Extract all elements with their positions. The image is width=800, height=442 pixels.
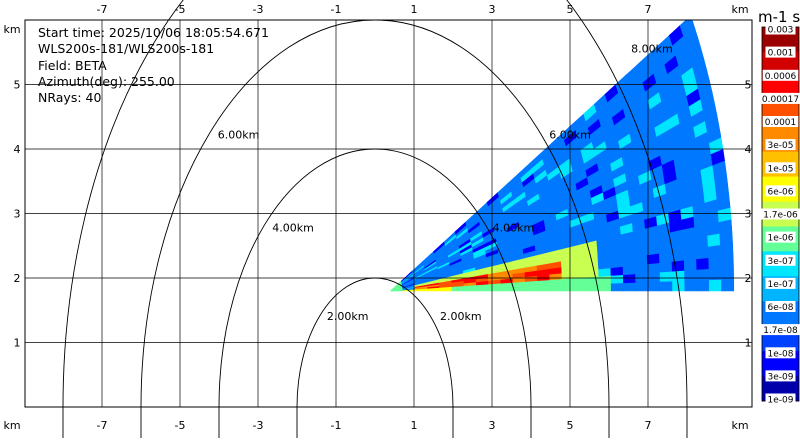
x-tick-label-top: 1 — [411, 3, 418, 16]
colorbar-tick-label: 3e-05 — [768, 141, 794, 151]
colorbar-tick-label: 1.7e-08 — [763, 326, 798, 336]
colorbar-tick-label: 0.001 — [768, 49, 794, 59]
range-ring-label: 2.00km — [327, 310, 369, 323]
x-tick-label-bottom: 7 — [645, 419, 652, 432]
colorbar-tick-label: 1e-08 — [768, 349, 794, 359]
colorbar-tick-label: 0.003 — [768, 26, 794, 36]
x-tick-label-bottom: -3 — [253, 419, 264, 432]
colorbar-tick-label: 1.7e-06 — [763, 211, 798, 221]
colorbar-tick-label: 1e-09 — [768, 396, 794, 406]
azimuth-text: Azimuth(deg): 255.00 — [38, 74, 269, 90]
range-ring-label: 6.00km — [218, 129, 260, 142]
axis-unit-label: km — [3, 419, 20, 432]
colorbar-tick-label: 6e-08 — [768, 303, 794, 313]
range-ring-label: 2.00km — [440, 310, 482, 323]
axis-unit-label: km — [731, 419, 748, 432]
x-tick-label-top: -3 — [253, 3, 264, 16]
y-tick-label-left: 4 — [14, 143, 21, 156]
x-tick-label-top: -1 — [331, 3, 342, 16]
nrays-text: NRays: 40 — [38, 90, 269, 106]
y-tick-label-right: 5 — [745, 79, 752, 92]
range-ring-label: 4.00km — [493, 222, 535, 235]
x-tick-label-top: 3 — [489, 3, 496, 16]
range-ring-label: 6.00km — [549, 129, 591, 142]
colorbar-tick-label: 1e-05 — [768, 164, 794, 174]
instrument-text: WLS200s-181/WLS200s-181 — [38, 41, 269, 57]
x-tick-label-top: -7 — [97, 3, 108, 16]
colorbar-tick-label: 3e-09 — [768, 372, 794, 382]
y-tick-label-right: 2 — [745, 272, 752, 285]
start-time-text: Start time: 2025/10/06 18:05:54.671 — [38, 25, 269, 41]
range-ring-label: 8.00km — [631, 42, 673, 55]
scan-info-panel: Start time: 2025/10/06 18:05:54.671 WLS2… — [38, 25, 269, 106]
y-tick-label-left: 3 — [14, 208, 21, 221]
x-tick-label-bottom: -7 — [97, 419, 108, 432]
x-tick-label-bottom: -1 — [331, 419, 342, 432]
x-tick-label-bottom: 5 — [567, 419, 574, 432]
y-tick-label-right: 4 — [745, 143, 752, 156]
x-tick-label-bottom: -5 — [175, 419, 186, 432]
axis-unit-label: km — [731, 3, 748, 16]
x-tick-label-top: 5 — [567, 3, 574, 16]
colorbar-tick-label: 1e-06 — [768, 234, 794, 244]
x-tick-label-bottom: 1 — [411, 419, 418, 432]
range-ring-label: 4.00km — [272, 222, 314, 235]
x-tick-label-top: -5 — [175, 3, 186, 16]
x-tick-label-top: 7 — [645, 3, 652, 16]
colorbar-tick-label: 0.00017 — [762, 95, 799, 105]
colorbar-tick-label: 1e-07 — [768, 280, 794, 290]
colorbar-tick-label: 0.0001 — [765, 118, 797, 128]
colorbar-tick-label: 6e-06 — [768, 187, 794, 197]
field-text: Field: BETA — [38, 58, 269, 74]
colorbar-tick-label: 0.0006 — [765, 72, 797, 82]
colorbar-title: m-1 sr-1 — [758, 8, 800, 26]
y-tick-label-right: 3 — [745, 208, 752, 221]
y-tick-label-left: 2 — [14, 272, 21, 285]
y-tick-label-left: 5 — [14, 79, 21, 92]
axis-unit-label: km — [3, 23, 20, 36]
x-tick-label-bottom: 3 — [489, 419, 496, 432]
colorbar-tick-label: 3e-07 — [768, 257, 794, 267]
y-tick-label-left: 1 — [14, 337, 21, 350]
y-tick-label-right: 1 — [745, 337, 752, 350]
